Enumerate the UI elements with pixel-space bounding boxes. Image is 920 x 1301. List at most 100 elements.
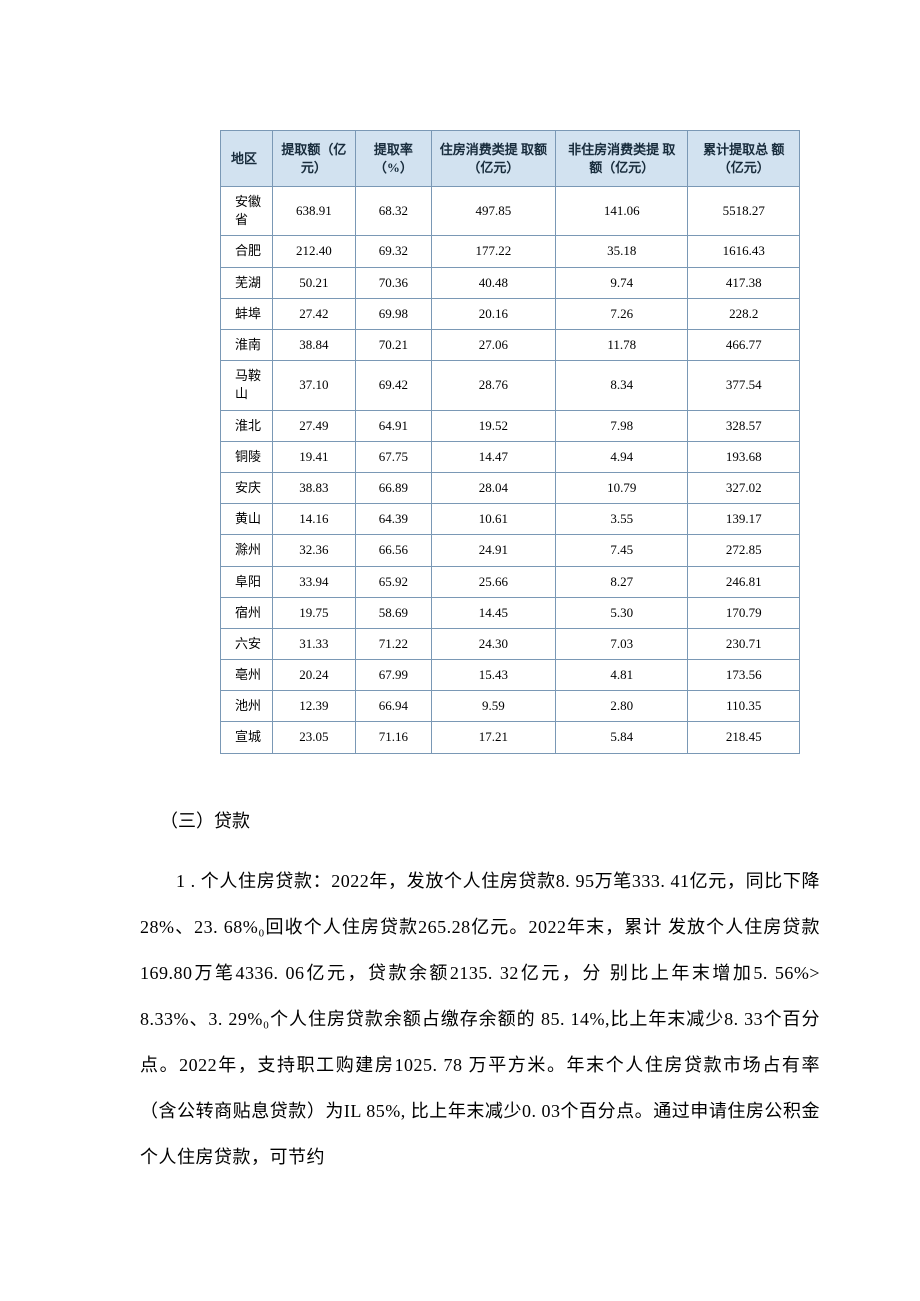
- value-cell: 31.33: [272, 628, 356, 659]
- value-cell: 10.79: [556, 472, 688, 503]
- value-cell: 7.45: [556, 535, 688, 566]
- table-row: 池州12.3966.949.592.80110.35: [221, 691, 800, 722]
- table-row: 蚌埠27.4269.9820.167.26228.2: [221, 298, 800, 329]
- region-cell: 淮北: [221, 410, 273, 441]
- value-cell: 4.81: [556, 660, 688, 691]
- table-row: 马鞍山37.1069.4228.768.34377.54: [221, 361, 800, 410]
- value-cell: 23.05: [272, 722, 356, 753]
- value-cell: 10.61: [431, 504, 556, 535]
- value-cell: 110.35: [688, 691, 800, 722]
- value-cell: 9.74: [556, 267, 688, 298]
- table-row: 淮南38.8470.2127.0611.78466.77: [221, 330, 800, 361]
- loan-paragraph: 1 . 个人住房贷款：2022年，发放个人住房贷款8. 95万笔333. 41亿…: [140, 859, 820, 1180]
- value-cell: 638.91: [272, 187, 356, 236]
- value-cell: 50.21: [272, 267, 356, 298]
- withdrawal-table-wrap: 地区提取额（亿元）提取率（%）住房消费类提 取额（亿元）非住房消费类提 取额（亿…: [220, 130, 800, 754]
- region-cell: 池州: [221, 691, 273, 722]
- value-cell: 466.77: [688, 330, 800, 361]
- table-row: 阜阳33.9465.9225.668.27246.81: [221, 566, 800, 597]
- value-cell: 139.17: [688, 504, 800, 535]
- value-cell: 69.98: [356, 298, 431, 329]
- value-cell: 69.42: [356, 361, 431, 410]
- value-cell: 20.16: [431, 298, 556, 329]
- region-cell: 合肥: [221, 236, 273, 267]
- value-cell: 70.21: [356, 330, 431, 361]
- value-cell: 69.32: [356, 236, 431, 267]
- value-cell: 58.69: [356, 597, 431, 628]
- value-cell: 32.36: [272, 535, 356, 566]
- value-cell: 328.57: [688, 410, 800, 441]
- withdrawal-table: 地区提取额（亿元）提取率（%）住房消费类提 取额（亿元）非住房消费类提 取额（亿…: [220, 130, 800, 754]
- region-cell: 铜陵: [221, 441, 273, 472]
- value-cell: 218.45: [688, 722, 800, 753]
- value-cell: 68.32: [356, 187, 431, 236]
- value-cell: 7.26: [556, 298, 688, 329]
- value-cell: 14.45: [431, 597, 556, 628]
- col-header-1: 提取额（亿元）: [272, 131, 356, 187]
- value-cell: 20.24: [272, 660, 356, 691]
- value-cell: 7.98: [556, 410, 688, 441]
- value-cell: 212.40: [272, 236, 356, 267]
- value-cell: 170.79: [688, 597, 800, 628]
- region-cell: 黄山: [221, 504, 273, 535]
- table-row: 安庆38.8366.8928.0410.79327.02: [221, 472, 800, 503]
- value-cell: 27.49: [272, 410, 356, 441]
- region-cell: 宿州: [221, 597, 273, 628]
- col-header-5: 累计提取总 额（亿元）: [688, 131, 800, 187]
- value-cell: 497.85: [431, 187, 556, 236]
- value-cell: 66.56: [356, 535, 431, 566]
- value-cell: 7.03: [556, 628, 688, 659]
- table-row: 芜湖50.2170.3640.489.74417.38: [221, 267, 800, 298]
- value-cell: 12.39: [272, 691, 356, 722]
- value-cell: 17.21: [431, 722, 556, 753]
- table-body: 安徽省638.9168.32497.85141.065518.27合肥212.4…: [221, 187, 800, 754]
- value-cell: 193.68: [688, 441, 800, 472]
- value-cell: 27.42: [272, 298, 356, 329]
- table-row: 滁州32.3666.5624.917.45272.85: [221, 535, 800, 566]
- value-cell: 40.48: [431, 267, 556, 298]
- value-cell: 65.92: [356, 566, 431, 597]
- value-cell: 377.54: [688, 361, 800, 410]
- table-row: 宣城23.0571.1617.215.84218.45: [221, 722, 800, 753]
- value-cell: 64.91: [356, 410, 431, 441]
- table-row: 安徽省638.9168.32497.85141.065518.27: [221, 187, 800, 236]
- value-cell: 70.36: [356, 267, 431, 298]
- value-cell: 228.2: [688, 298, 800, 329]
- value-cell: 67.99: [356, 660, 431, 691]
- value-cell: 2.80: [556, 691, 688, 722]
- value-cell: 5.30: [556, 597, 688, 628]
- value-cell: 1616.43: [688, 236, 800, 267]
- value-cell: 230.71: [688, 628, 800, 659]
- value-cell: 24.91: [431, 535, 556, 566]
- value-cell: 24.30: [431, 628, 556, 659]
- value-cell: 28.76: [431, 361, 556, 410]
- col-header-3: 住房消费类提 取额（亿元）: [431, 131, 556, 187]
- value-cell: 5518.27: [688, 187, 800, 236]
- value-cell: 4.94: [556, 441, 688, 472]
- value-cell: 173.56: [688, 660, 800, 691]
- table-row: 淮北27.4964.9119.527.98328.57: [221, 410, 800, 441]
- region-cell: 马鞍山: [221, 361, 273, 410]
- table-row: 六安31.3371.2224.307.03230.71: [221, 628, 800, 659]
- value-cell: 9.59: [431, 691, 556, 722]
- value-cell: 8.27: [556, 566, 688, 597]
- table-row: 黄山14.1664.3910.613.55139.17: [221, 504, 800, 535]
- value-cell: 11.78: [556, 330, 688, 361]
- value-cell: 3.55: [556, 504, 688, 535]
- value-cell: 67.75: [356, 441, 431, 472]
- table-row: 亳州20.2467.9915.434.81173.56: [221, 660, 800, 691]
- region-cell: 蚌埠: [221, 298, 273, 329]
- value-cell: 66.89: [356, 472, 431, 503]
- value-cell: 177.22: [431, 236, 556, 267]
- table-head: 地区提取额（亿元）提取率（%）住房消费类提 取额（亿元）非住房消费类提 取额（亿…: [221, 131, 800, 187]
- value-cell: 38.83: [272, 472, 356, 503]
- value-cell: 35.18: [556, 236, 688, 267]
- value-cell: 272.85: [688, 535, 800, 566]
- table-row: 合肥212.4069.32177.2235.181616.43: [221, 236, 800, 267]
- value-cell: 141.06: [556, 187, 688, 236]
- region-cell: 安庆: [221, 472, 273, 503]
- value-cell: 19.41: [272, 441, 356, 472]
- value-cell: 19.75: [272, 597, 356, 628]
- value-cell: 8.34: [556, 361, 688, 410]
- value-cell: 246.81: [688, 566, 800, 597]
